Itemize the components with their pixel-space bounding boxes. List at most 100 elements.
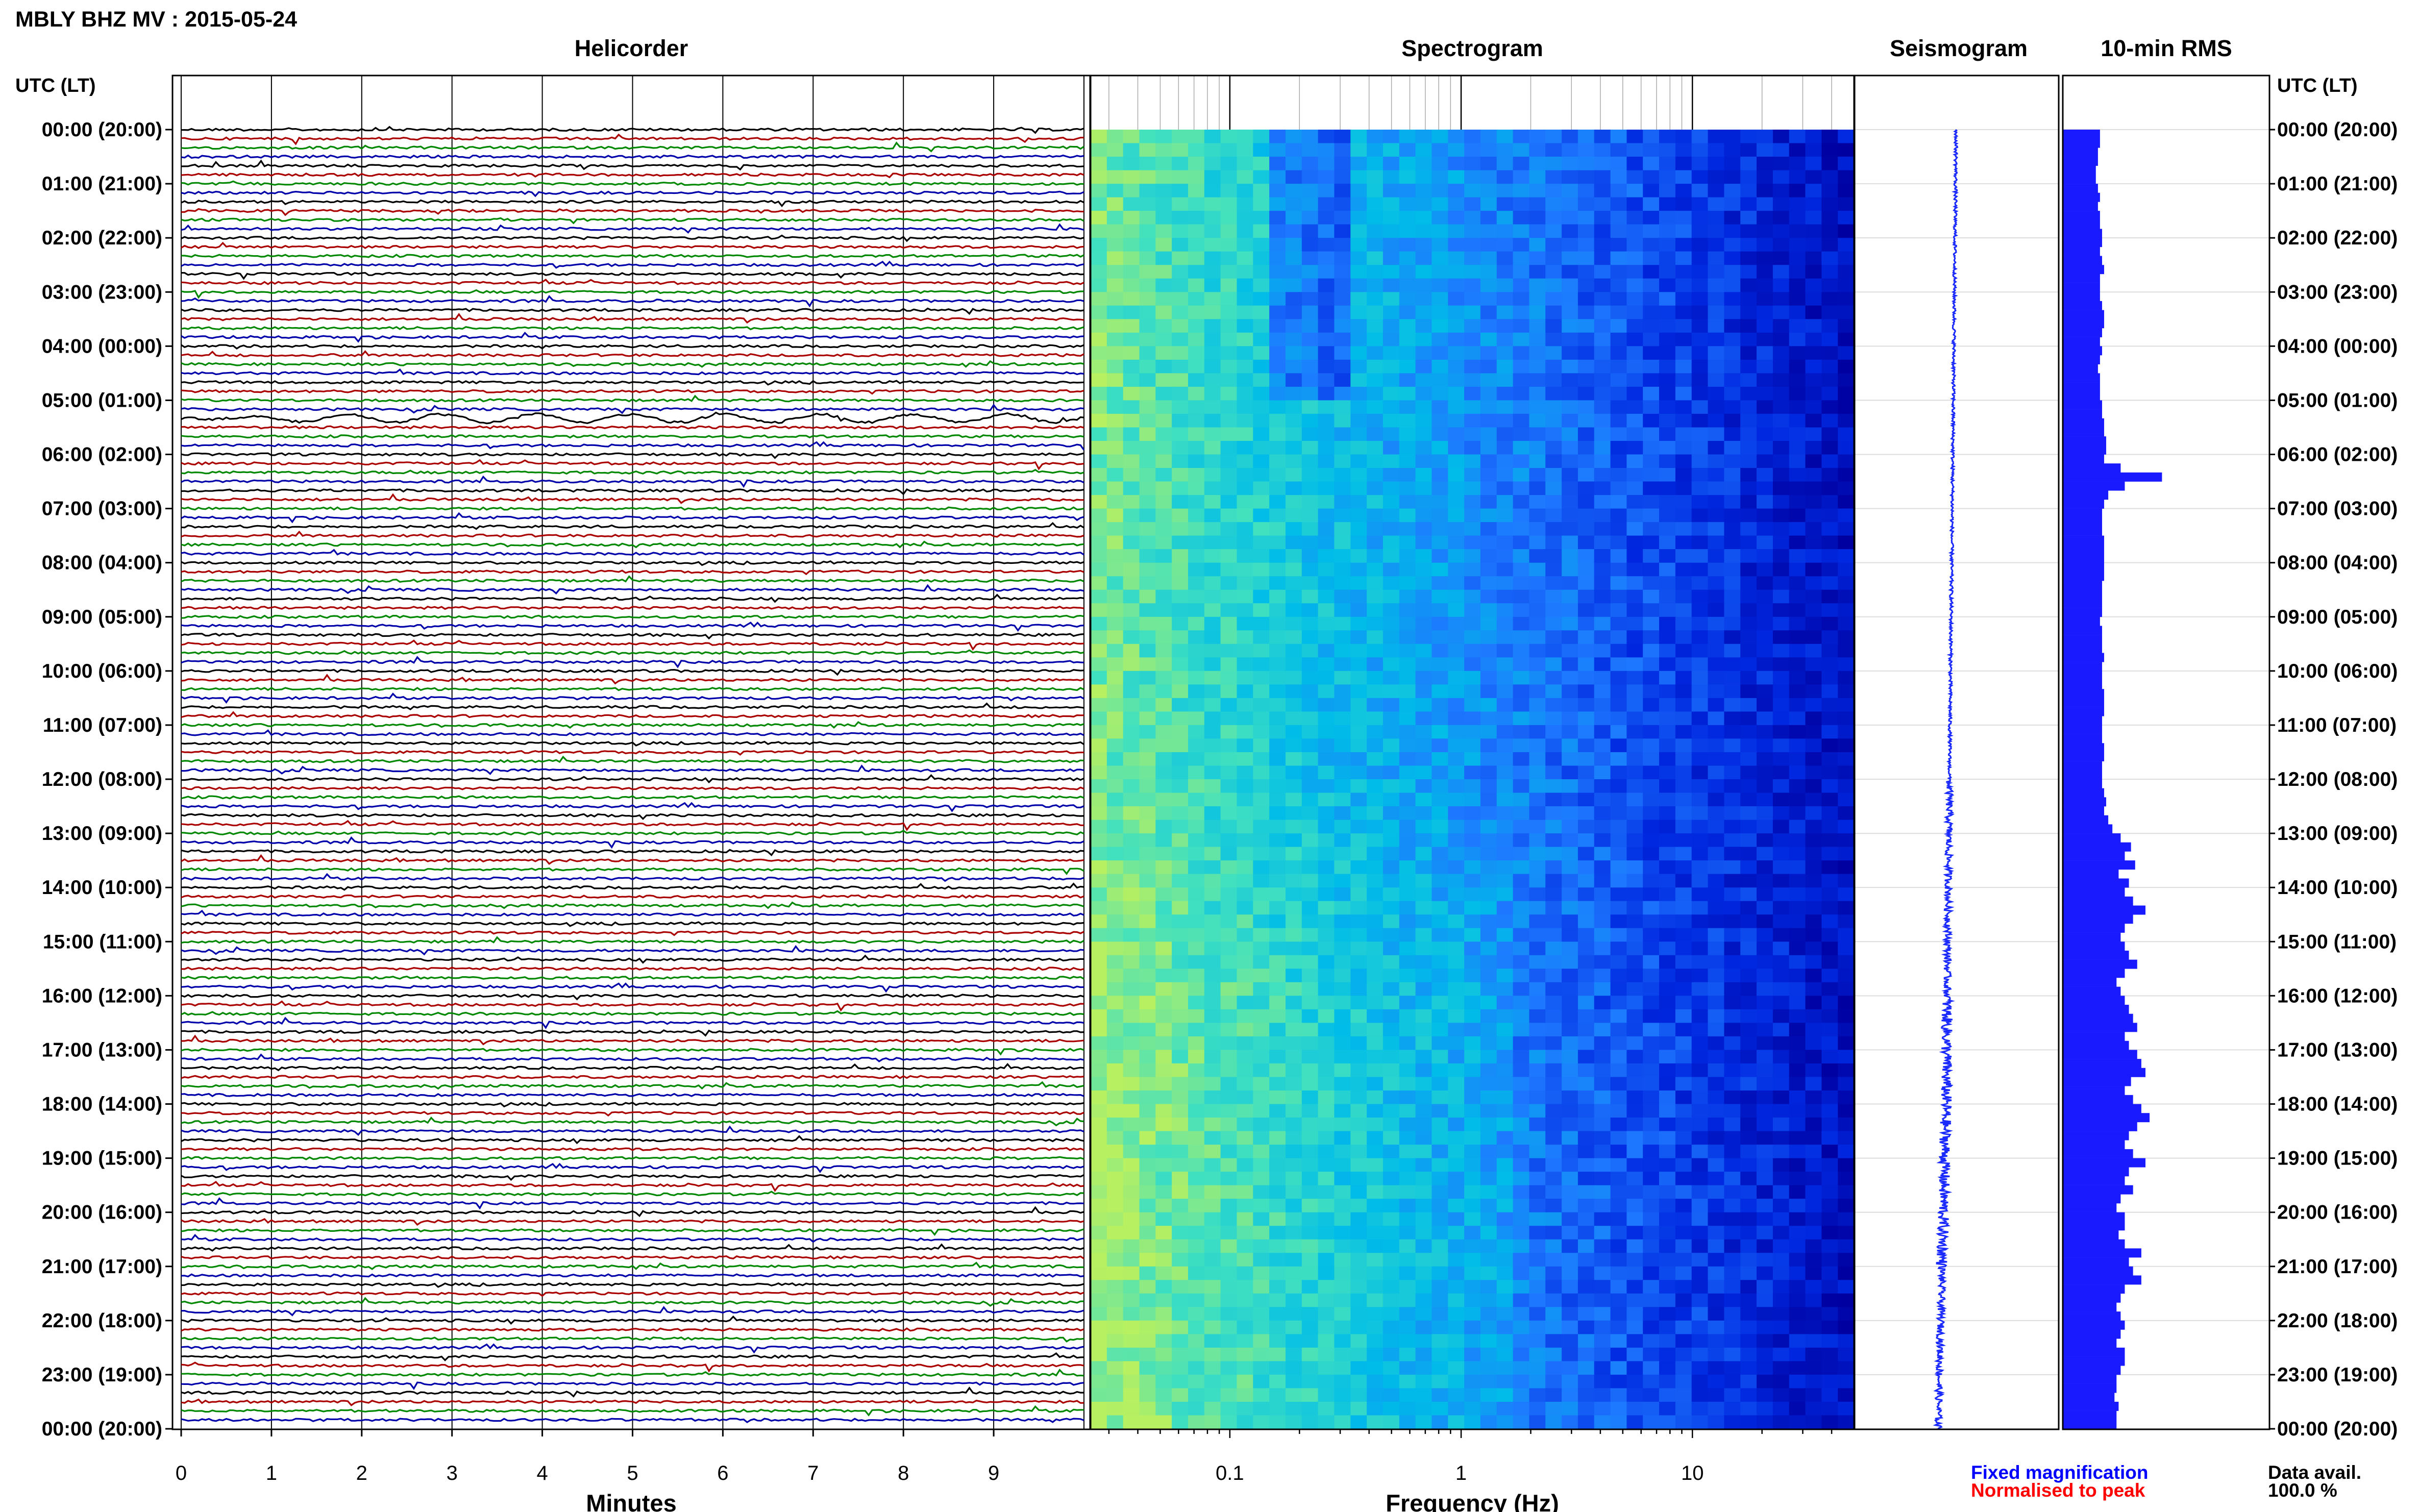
spectrogram-cell (1643, 1212, 1660, 1226)
spectrogram-cell (1318, 130, 1335, 144)
spectrogram-cell (1237, 576, 1254, 590)
spectrogram-cell (1318, 1388, 1335, 1402)
spectrogram-cell (1220, 224, 1238, 238)
spectrogram-cell (1383, 1347, 1400, 1361)
spectrogram-cell (1708, 1104, 1725, 1118)
spectrogram-cell (1237, 860, 1254, 875)
spectrogram-cell (1367, 278, 1384, 292)
spectrogram-cell (1708, 630, 1725, 645)
spectrogram-cell (1562, 495, 1578, 509)
spectrogram-cell (1626, 643, 1644, 658)
spectrogram-cell (1334, 576, 1351, 590)
spectrogram-cell (1757, 914, 1773, 929)
spectrogram-cell (1367, 400, 1384, 414)
spectrogram-cell (1480, 346, 1497, 360)
spectrogram-cell (1496, 820, 1514, 834)
spectrogram-cell (1643, 576, 1660, 590)
spectrogram-cell (1805, 1131, 1822, 1145)
spectrogram-cell (1708, 792, 1725, 807)
spectrogram-cell (1772, 996, 1790, 1010)
spectrogram-cell (1626, 616, 1644, 631)
spectrogram-cell (1513, 549, 1530, 563)
spectrogram-cell (1464, 576, 1481, 590)
spectrogram-cell (1399, 1077, 1416, 1091)
helicorder-trace (181, 223, 1084, 234)
spectrogram-cell (1383, 1185, 1400, 1199)
spectrogram-cell (1253, 1239, 1270, 1253)
spectrogram-cell (1594, 1185, 1611, 1199)
spectrogram-cell (1659, 874, 1676, 888)
spectrogram-cell (1269, 522, 1286, 536)
spectrogram-cell (1577, 1226, 1595, 1240)
spectrogram-cell (1188, 1347, 1205, 1361)
spectrogram-cell (1805, 806, 1822, 821)
spectrogram-cell (1334, 224, 1351, 238)
spectrogram-cell (1286, 1374, 1302, 1389)
spectrogram-cell (1480, 847, 1497, 861)
spectrogram-cell (1496, 386, 1514, 401)
spectrogram-cell (1383, 1009, 1400, 1023)
spectrogram-cell (1675, 1185, 1692, 1199)
spectrogram-cell (1367, 914, 1384, 929)
spectrogram-cell (1220, 643, 1238, 658)
spectrogram-cell (1139, 847, 1156, 861)
spectrogram-cell (1691, 969, 1709, 983)
spectrogram-cell (1399, 481, 1416, 495)
spectrogram-cell (1269, 969, 1286, 983)
spectrogram-cell (1123, 969, 1140, 983)
spectrogram-cell (1091, 1036, 1107, 1050)
spectrogram-cell (1545, 1361, 1562, 1375)
spectrogram-cell (1237, 224, 1254, 238)
spectrogram-cell (1740, 671, 1757, 685)
spectrogram-cell (1448, 1239, 1465, 1253)
spectrogram-cell (1594, 576, 1611, 590)
spectrogram-cell (1123, 1063, 1140, 1077)
spectrogram-cell (1496, 847, 1514, 861)
spectrogram-cell (1350, 901, 1368, 915)
spectrogram-cell (1139, 914, 1156, 929)
spectrogram-cell (1123, 373, 1140, 387)
rms-bars (2063, 130, 2162, 1429)
spectrogram-cell (1139, 1090, 1156, 1105)
spectrogram-cell (1529, 1347, 1546, 1361)
spectrogram-cell (1496, 508, 1514, 523)
helicorder-trace (181, 614, 1084, 619)
spectrogram-cell (1659, 278, 1676, 292)
spectrogram-cell (1091, 1347, 1107, 1361)
spectrogram-cell (1172, 833, 1189, 848)
spectrogram-cell (1253, 1374, 1270, 1389)
spectrogram-cell (1545, 969, 1562, 983)
spectrogram-cell (1577, 427, 1595, 441)
spectrogram-cell (1139, 833, 1156, 848)
spectrogram-cell (1188, 265, 1205, 279)
spectrogram-cell (1496, 792, 1514, 807)
spectrogram-cell (1172, 292, 1189, 306)
spectrogram-cell (1172, 1077, 1189, 1091)
spectrogram-cell (1659, 1090, 1676, 1105)
spectrogram-cell (1415, 1402, 1433, 1416)
spectrogram-cell (1318, 1239, 1335, 1253)
spectrogram-cell (1838, 1158, 1854, 1172)
spectrogram-cell (1318, 589, 1335, 604)
spectrogram-cell (1091, 1131, 1107, 1145)
spectrogram-cell (1513, 413, 1530, 428)
utc-label-left: UTC (LT) (15, 75, 96, 96)
spectrogram-cell (1350, 1172, 1368, 1186)
spectrogram-cell (1724, 1023, 1741, 1037)
spectrogram-cell (1334, 1050, 1351, 1064)
spectrogram-cell (1594, 603, 1611, 617)
spectrogram-cell (1139, 535, 1156, 550)
spectrogram-cell (1464, 1104, 1481, 1118)
spectrogram-cell (1577, 643, 1595, 658)
spectrogram-cell (1301, 1009, 1319, 1023)
spectrogram-cell (1155, 1212, 1173, 1226)
rms-bar (2063, 409, 2102, 419)
spectrogram-cell (1757, 1036, 1773, 1050)
spectrogram-cell (1545, 508, 1562, 523)
spectrogram-cell (1155, 684, 1173, 699)
spectrogram-cell (1431, 1307, 1449, 1321)
spectrogram-cell (1594, 833, 1611, 848)
spectrogram-cell (1643, 1131, 1660, 1145)
spectrogram-cell (1399, 292, 1416, 306)
spectrogram-cell (1091, 820, 1107, 834)
